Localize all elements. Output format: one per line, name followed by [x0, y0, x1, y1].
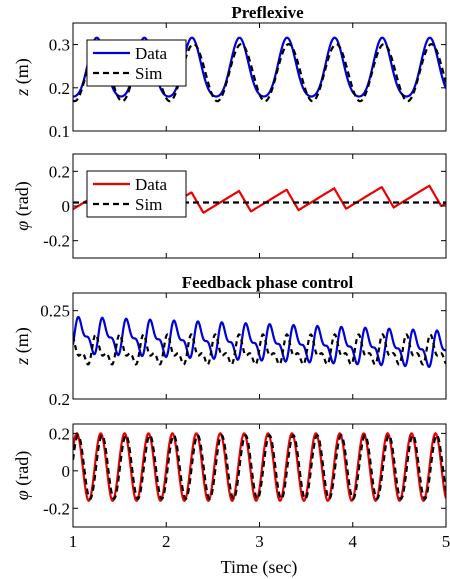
series-line-2 [73, 333, 446, 366]
x-tick-label: 4 [349, 532, 358, 551]
y-tick-label: -0.2 [43, 232, 70, 251]
y-tick-label: 0.1 [49, 122, 70, 141]
panel-title: Feedback phase control [182, 273, 354, 292]
y-axis-unit: (m) [12, 58, 33, 89]
panel-4: -0.2 0 0.2 1 2 3 4 5 φ (rad) [12, 423, 450, 551]
legend-label: Data [135, 175, 168, 194]
legend-label: Sim [135, 64, 162, 83]
y-tick-label: 0.2 [49, 79, 70, 98]
legend-label: Data [135, 44, 168, 63]
y-axis-variable: φ [12, 490, 32, 500]
y-axis-label: z (m) [12, 58, 33, 97]
y-axis-unit: (rad) [12, 451, 33, 490]
y-axis-label: φ (rad) [12, 181, 33, 230]
panel-3: Feedback phase control 0.2 0.25 z (m) [12, 273, 447, 409]
x-axis-label: Time (sec) [221, 557, 298, 578]
y-tick-label: 0.25 [40, 302, 70, 321]
y-axis-label: z (m) [12, 327, 33, 366]
y-tick-label: 0.2 [49, 390, 70, 409]
y-axis-variable: z [12, 358, 32, 366]
y-tick-label: 0.2 [49, 162, 70, 181]
panel-title: Preflexive [231, 3, 304, 22]
x-tick-label: 5 [442, 532, 450, 551]
legend-box [86, 39, 187, 87]
y-tick-label: -0.2 [43, 499, 70, 518]
y-axis-label: φ (rad) [12, 451, 33, 500]
series-line-1 [73, 431, 446, 503]
y-tick-label: 0.3 [49, 36, 70, 55]
x-tick-label: 3 [255, 532, 264, 551]
x-tick-label: 2 [162, 532, 171, 551]
y-axis-unit: (rad) [12, 181, 33, 220]
y-tick-label: 0 [62, 462, 71, 481]
series-line-1 [73, 315, 446, 369]
series-line-2 [73, 433, 446, 501]
x-tick-label: 1 [69, 532, 78, 551]
legend-label: Sim [135, 195, 162, 214]
y-axis-variable: z [12, 89, 32, 97]
y-tick-label: 0 [62, 197, 71, 216]
legend-box [86, 170, 187, 218]
y-axis-variable: φ [12, 221, 32, 231]
y-axis-unit: (m) [12, 327, 33, 358]
axes-box [72, 292, 447, 400]
y-tick-label: 0.2 [49, 424, 70, 443]
